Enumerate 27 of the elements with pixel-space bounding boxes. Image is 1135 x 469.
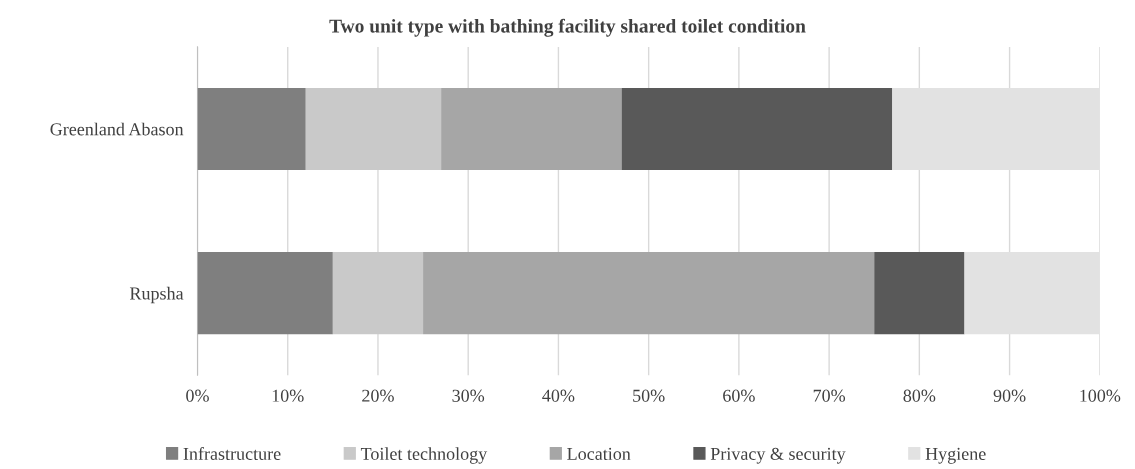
bar: [441, 87, 622, 171]
bar: [621, 87, 893, 171]
x-tick-label: 70%: [813, 389, 846, 402]
bar: [874, 252, 965, 335]
y-tick-label: Rupsha: [129, 286, 184, 304]
x-tick-label: 100%: [1080, 389, 1121, 402]
x-tick-label: 0%: [186, 389, 209, 402]
bar: [197, 252, 333, 335]
x-tick-label: 80%: [903, 389, 936, 402]
legend-label: Hygiene: [925, 447, 986, 464]
chart-title: Two unit type with bathing facility shared toilet condition: [329, 18, 806, 37]
legend-label: Infrastructure: [183, 447, 281, 460]
x-tick-label: 30%: [452, 389, 485, 402]
x-tick-label: 40%: [542, 389, 575, 402]
bar: [332, 252, 424, 335]
x-tick-label: 90%: [993, 389, 1026, 402]
bar: [197, 87, 306, 171]
x-tick-label: 20%: [362, 389, 394, 402]
legend-label: Location: [567, 447, 631, 460]
bar: [305, 87, 442, 171]
y-tick-label: Greenland Abason: [50, 122, 184, 136]
x-tick-label: 10%: [272, 389, 304, 402]
bar: [423, 252, 875, 335]
legend-label: Privacy & security: [710, 447, 846, 464]
x-tick-label: 50%: [633, 389, 665, 402]
x-tick-label: 60%: [723, 389, 755, 402]
legend-label: Toilet technology: [360, 447, 488, 464]
